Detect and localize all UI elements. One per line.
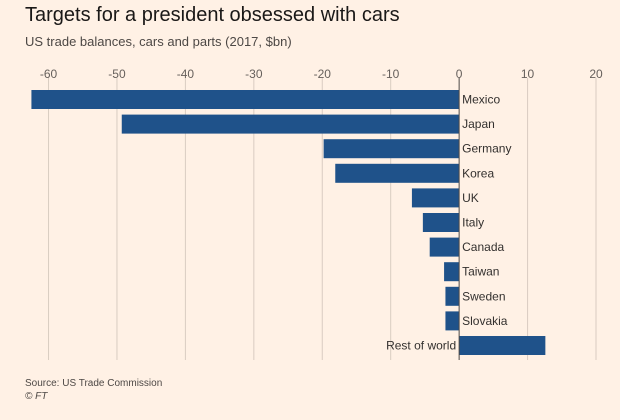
category-label: Slovakia xyxy=(462,314,508,328)
bar xyxy=(121,114,460,134)
source-note: Source: US Trade Commission xyxy=(25,378,163,389)
category-label: Rest of world xyxy=(386,339,456,353)
category-label: Taiwan xyxy=(462,265,499,279)
x-tick-label: 20 xyxy=(589,67,603,81)
bar xyxy=(459,336,546,355)
category-label: UK xyxy=(462,191,479,205)
category-labels: Mexico Japan Germany Korea UK Italy Canada Taiw… xyxy=(386,93,511,353)
bar xyxy=(429,237,460,257)
x-tick-label: -20 xyxy=(314,67,332,81)
bar xyxy=(411,188,460,208)
category-label: Italy xyxy=(462,216,484,230)
bar xyxy=(445,311,460,331)
bar xyxy=(445,286,460,306)
category-label: Germany xyxy=(462,142,511,156)
category-label: Japan xyxy=(462,117,495,131)
ft-credit: © FT xyxy=(25,391,48,402)
category-label: Canada xyxy=(462,240,504,254)
x-tick-label: -30 xyxy=(245,67,263,81)
bar xyxy=(444,262,460,282)
x-tick-label: 10 xyxy=(521,67,535,81)
category-label: Mexico xyxy=(462,93,500,107)
x-tick-label: -40 xyxy=(177,67,195,81)
x-tick-label: -50 xyxy=(108,67,126,81)
chart-subtitle: US trade balances, cars and parts (2017,… xyxy=(25,34,292,49)
chart-title: Targets for a president obsessed with ca… xyxy=(25,4,400,26)
bar xyxy=(422,213,460,232)
bar xyxy=(335,163,460,183)
category-label: Sweden xyxy=(462,289,505,303)
x-tick-label: 0 xyxy=(456,67,463,81)
bars xyxy=(31,90,546,355)
x-tick-labels: -60 -50 -40 -30 -20 -10 0 10 20 xyxy=(40,67,603,81)
x-tick-label: -10 xyxy=(382,67,400,81)
bar xyxy=(31,90,460,109)
category-label: Korea xyxy=(462,166,494,180)
bar-chart: -60 -50 -40 -30 -20 -10 0 10 20 Mexico Japan Germa… xyxy=(31,67,603,360)
bar xyxy=(323,139,460,159)
x-tick-label: -60 xyxy=(40,67,58,81)
